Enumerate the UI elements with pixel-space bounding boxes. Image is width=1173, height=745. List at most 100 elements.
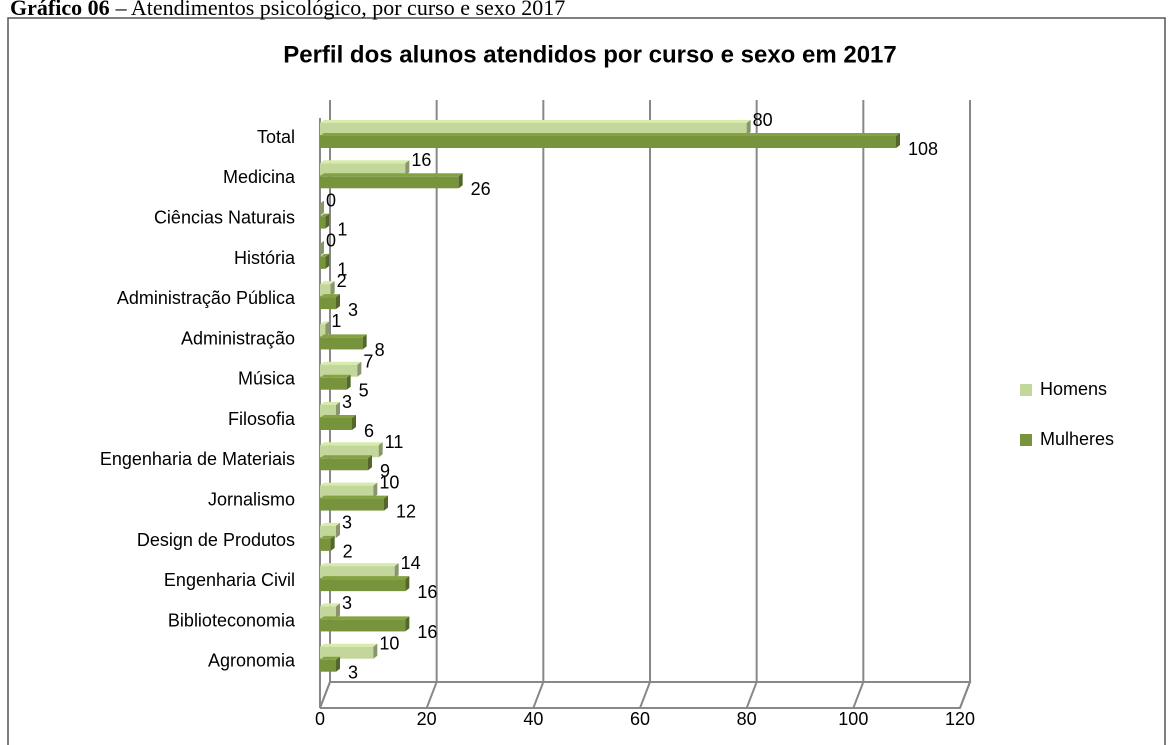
grid-line — [532, 100, 545, 709]
bar-top — [320, 213, 330, 217]
data-label: 1 — [337, 219, 347, 239]
bar-face — [320, 136, 896, 148]
bar-top — [320, 173, 463, 177]
data-label: 10 — [379, 472, 399, 492]
bar-face — [320, 579, 406, 592]
bar-side — [405, 160, 410, 176]
bar-face — [320, 297, 336, 310]
legend-swatch — [1020, 384, 1032, 396]
x-tick-label: 100 — [838, 709, 868, 729]
bar — [320, 213, 330, 229]
bar-face — [320, 284, 331, 297]
grid-line — [639, 100, 651, 709]
bar-side — [746, 120, 751, 135]
bar-side — [384, 495, 388, 511]
bar-face — [320, 606, 336, 619]
data-label: 3 — [342, 593, 352, 613]
bar-top — [320, 253, 330, 257]
bar-top — [320, 415, 356, 418]
bar-side — [336, 656, 340, 672]
bar-side — [405, 576, 410, 592]
bar — [320, 361, 362, 377]
bar — [320, 522, 340, 538]
bar-top — [320, 442, 383, 446]
bar-side — [336, 603, 340, 619]
bar — [320, 133, 900, 148]
bar-side — [325, 213, 330, 229]
data-label: 12 — [396, 501, 416, 521]
bar-face — [320, 646, 374, 659]
y-tick-label: Biblioteconomia — [168, 610, 296, 630]
y-tick-label: Engenharia Civil — [164, 570, 295, 590]
bar-side — [336, 522, 340, 538]
bar-top — [320, 643, 378, 647]
bar-side — [346, 374, 351, 390]
bar-top — [320, 482, 378, 486]
data-label: 1 — [331, 311, 341, 331]
bar — [320, 442, 383, 458]
x-tick-label: 0 — [315, 709, 325, 729]
bar-top — [320, 321, 330, 325]
bar-face — [320, 619, 406, 632]
legend-swatch — [1020, 434, 1032, 446]
bar-side — [362, 334, 367, 350]
bar-side — [330, 535, 335, 551]
bar-top — [320, 294, 340, 298]
x-tick-label: 60 — [630, 709, 650, 729]
bar — [320, 482, 378, 498]
bar-top — [320, 535, 335, 539]
bar — [320, 656, 340, 672]
data-label: 9 — [380, 461, 390, 481]
bar — [320, 294, 340, 310]
bar — [320, 120, 751, 135]
data-label: 16 — [417, 582, 437, 602]
bar-face — [320, 377, 347, 390]
bar-face — [320, 405, 336, 417]
data-label: 2 — [343, 542, 353, 562]
data-label: 3 — [348, 662, 358, 682]
data-label: 7 — [363, 351, 373, 371]
bar-top — [320, 133, 900, 136]
data-label: 8 — [375, 340, 385, 360]
bar-top — [320, 576, 410, 580]
bar-face — [320, 538, 331, 551]
data-label: 5 — [359, 380, 369, 400]
data-label: 16 — [411, 150, 431, 170]
bar-face — [320, 525, 336, 538]
bar — [320, 616, 410, 632]
y-tick-label: Design de Produtos — [137, 530, 295, 550]
bar-side — [896, 133, 900, 148]
y-tick-label: História — [234, 248, 296, 268]
data-label: 6 — [364, 421, 374, 441]
grid-line — [425, 100, 438, 709]
bar-top — [320, 563, 399, 567]
bar-face — [320, 485, 374, 498]
bar-face — [320, 324, 326, 337]
y-tick-label: Música — [238, 369, 296, 389]
legend-label: Homens — [1040, 379, 1107, 399]
bar-top — [320, 455, 372, 459]
y-tick-label: Administração — [181, 328, 295, 348]
grid-line — [959, 100, 971, 709]
bar — [320, 415, 356, 430]
y-tick-label: Filosofia — [228, 409, 296, 429]
data-label: 16 — [417, 622, 437, 642]
y-tick-label: Ciências Naturais — [154, 207, 295, 227]
bar — [320, 321, 330, 337]
bar-top — [320, 120, 751, 123]
bar-face — [320, 216, 326, 229]
bar-side — [378, 442, 383, 458]
bar — [320, 253, 330, 269]
bar — [320, 535, 335, 551]
y-tick-label: Medicina — [223, 167, 296, 187]
data-label: 14 — [401, 553, 421, 573]
bar-side — [330, 281, 335, 297]
y-tick-label: Agronomia — [208, 651, 296, 671]
bar-side — [368, 455, 372, 471]
bar-top — [320, 334, 367, 338]
bar-side — [336, 402, 340, 417]
bar — [320, 603, 340, 619]
bar-side — [458, 173, 463, 189]
bar-face — [320, 163, 406, 176]
bar-face — [320, 659, 336, 672]
